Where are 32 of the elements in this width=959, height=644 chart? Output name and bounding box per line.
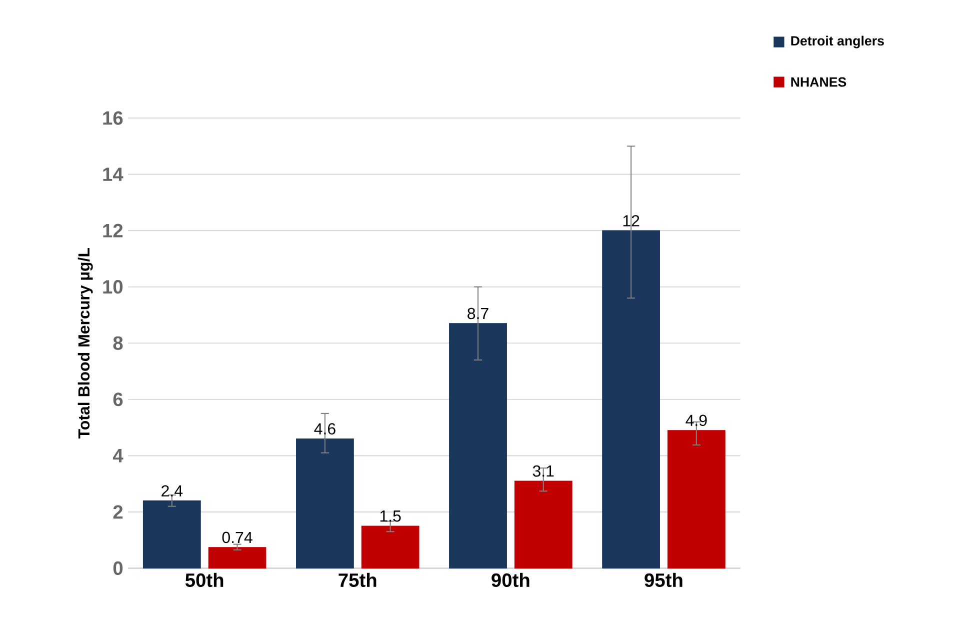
x-tick-label: 95th: [644, 572, 682, 587]
data-label: 4.9: [686, 414, 707, 426]
x-tick-label: 50th: [185, 572, 224, 587]
x-tick-label: 90th: [492, 572, 530, 587]
data-label: 12: [623, 215, 640, 226]
data-label: 0.74: [222, 532, 252, 543]
y-tick-label: 6: [113, 392, 123, 406]
bar: [208, 546, 266, 568]
y-tick-label: 16: [103, 111, 123, 125]
bar: [514, 480, 572, 568]
bar: [602, 230, 660, 568]
legend-label: NHANES: [791, 77, 846, 87]
data-label: 4.6: [314, 423, 336, 434]
bar: [142, 500, 201, 568]
bar: [296, 438, 354, 568]
bar: [667, 430, 726, 568]
y-tick-label: 4: [112, 448, 124, 462]
y-tick-label: 10: [103, 280, 123, 294]
y-axis-title: Total Blood Mercury µg/L: [78, 248, 93, 438]
bar: [449, 323, 507, 568]
data-label: 2.4: [162, 485, 183, 496]
legend-label: Detroit anglers: [791, 36, 884, 48]
y-tick-label: 14: [103, 168, 124, 181]
y-tick-label: 8: [113, 336, 123, 350]
y-tick-label: 12: [103, 224, 123, 238]
data-label: 1.5: [380, 510, 401, 522]
x-tick-label: 75th: [338, 572, 376, 587]
y-tick-label: 0: [113, 561, 123, 575]
bar: [361, 526, 420, 568]
data-label: 3.1: [532, 465, 554, 477]
y-tick-label: 2: [113, 505, 123, 519]
data-label: 8.7: [468, 308, 488, 320]
